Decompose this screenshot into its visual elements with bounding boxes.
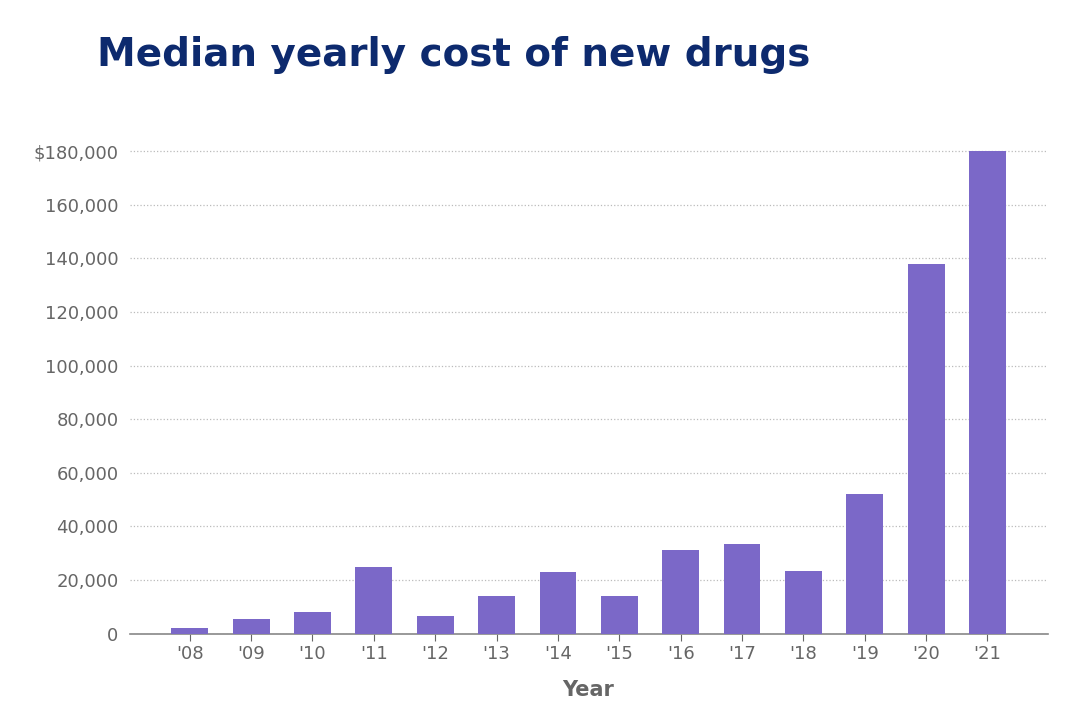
Bar (907, 264, 945, 634)
X-axis label: Year: Year (563, 680, 615, 700)
Text: Median yearly cost of new drugs: Median yearly cost of new drugs (97, 36, 811, 74)
Bar (724, 544, 760, 634)
Bar (232, 619, 270, 634)
Bar (478, 596, 515, 634)
Bar (785, 570, 822, 634)
Bar (417, 616, 454, 634)
Bar (355, 567, 392, 634)
Bar (662, 551, 699, 634)
Bar (294, 612, 330, 634)
Bar (847, 494, 883, 634)
Bar (600, 596, 637, 634)
Bar (969, 151, 1005, 634)
Bar (172, 628, 208, 634)
Bar (540, 572, 577, 634)
